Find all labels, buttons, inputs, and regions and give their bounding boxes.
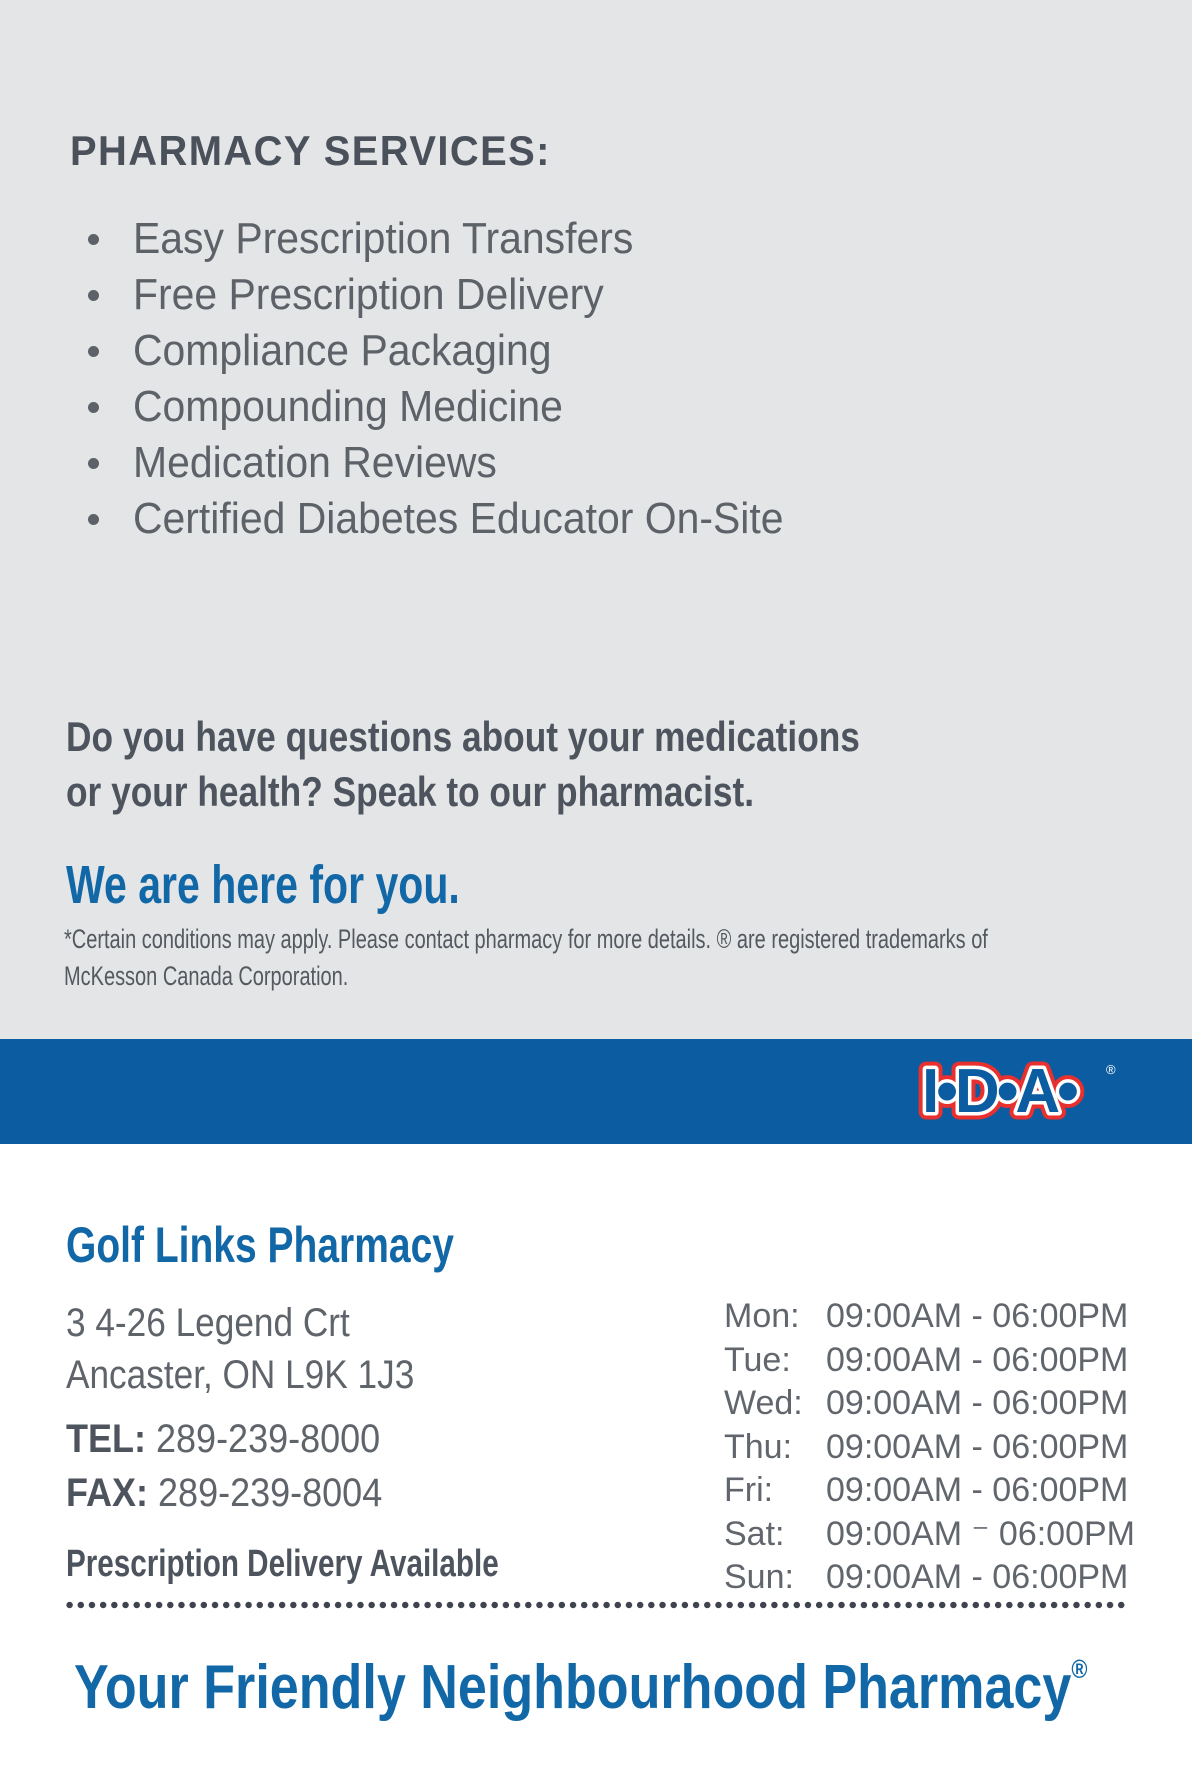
hours-row: Sat: 09:00AM ⁻ 06:00PM — [724, 1513, 1135, 1557]
phone-numbers: TEL: 289-239-8000 FAX: 289-239-8004 — [66, 1412, 417, 1520]
hours-day: Mon: — [724, 1297, 800, 1336]
service-item-label: Easy Prescription Transfers — [133, 214, 634, 263]
service-item-label: Certified Diabetes Educator On-Site — [133, 494, 784, 543]
pharmacy-address: 3 4-26 Legend Crt Ancaster, ON L9K 1J3 — [66, 1297, 462, 1401]
ida-logo-outline: I•D•A• — [922, 1057, 1077, 1126]
list-item: Easy Prescription Transfers — [88, 211, 832, 267]
hours-row: Tue: 09:00AM - 06:00PM — [724, 1339, 1135, 1383]
services-heading-text: PHARMACY SERVICES: — [70, 127, 551, 174]
hours-time: 09:00AM - 06:00PM — [826, 1471, 1129, 1510]
bullet-icon — [88, 345, 99, 357]
hours-time: 09:00AM - 06:00PM — [826, 1340, 1129, 1379]
store-hours: Mon: 09:00AM - 06:00PM Tue: 09:00AM - 06… — [724, 1295, 1135, 1600]
fax-line: FAX: 289-239-8004 — [66, 1466, 382, 1520]
hours-day: Tue: — [724, 1340, 791, 1379]
service-item-label: Compliance Packaging — [133, 326, 552, 375]
list-item: Certified Diabetes Educator On-Site — [88, 491, 832, 547]
hours-time: 09:00AM - 06:00PM — [826, 1297, 1129, 1336]
list-item: Compliance Packaging — [88, 323, 832, 379]
list-item: Medication Reviews — [88, 435, 832, 491]
tel-number: 289-239-8000 — [156, 1417, 381, 1461]
bullet-icon — [88, 289, 99, 301]
hours-row: Fri: 09:00AM - 06:00PM — [724, 1469, 1135, 1513]
services-list: Easy Prescription Transfers Free Prescri… — [88, 211, 832, 547]
ida-registered-mark: ® — [1106, 1062, 1116, 1077]
footer-tagline: Your Friendly Neighbourhood Pharmacy® — [74, 1653, 1192, 1730]
bullet-icon — [88, 233, 99, 245]
footer-tagline-text: Your Friendly Neighbourhood Pharmacy® — [74, 1653, 1088, 1722]
hours-time: 09:00AM - 06:00PM — [826, 1384, 1129, 1423]
hours-time: 09:00AM - 06:00PM — [826, 1558, 1129, 1597]
hours-row: Wed: 09:00AM - 06:00PM — [724, 1382, 1135, 1426]
list-item: Compounding Medicine — [88, 379, 832, 435]
bullet-icon — [88, 513, 99, 525]
hours-time: 09:00AM ⁻ 06:00PM — [826, 1515, 1136, 1554]
registered-mark: ® — [1071, 1654, 1088, 1684]
service-item-label: Free Prescription Delivery — [133, 270, 604, 319]
pharmacy-name: Golf Links Pharmacy — [66, 1217, 454, 1273]
services-heading: PHARMACY SERVICES: — [70, 130, 576, 172]
disclaimer-text: *Certain conditions may apply. Please co… — [64, 921, 1192, 995]
ida-logo-letters: I•D•A• — [922, 1057, 1077, 1126]
bullet-icon — [88, 401, 99, 413]
address-line1: 3 4-26 Legend Crt — [66, 1301, 350, 1345]
services-section-background — [0, 0, 1192, 1039]
questions-text: Do you have questions about your medicat… — [66, 709, 1011, 819]
hours-day: Sun: — [724, 1558, 794, 1597]
ida-logo: I•D•A• I•D•A• ® — [918, 1056, 1116, 1128]
hours-time: 09:00AM - 06:00PM — [826, 1427, 1129, 1466]
fax-number: 289-239-8004 — [158, 1471, 383, 1515]
list-item: Free Prescription Delivery — [88, 267, 832, 323]
questions-line1: Do you have questions about your medicat… — [66, 713, 860, 760]
dotted-divider — [64, 1601, 1127, 1609]
hours-day: Sat: — [724, 1514, 785, 1553]
bullet-icon — [88, 457, 99, 469]
disclaimer-line2: McKesson Canada Corporation. — [64, 961, 349, 991]
support-tagline: We are here for you. — [66, 855, 460, 915]
fax-label: FAX: — [66, 1471, 149, 1515]
hours-day: Fri: — [724, 1471, 774, 1510]
address-line2: Ancaster, ON L9K 1J3 — [66, 1353, 415, 1397]
hours-day: Thu: — [724, 1427, 793, 1466]
hours-row: Sun: 09:00AM - 06:00PM — [724, 1556, 1135, 1600]
delivery-note: Prescription Delivery Available — [66, 1543, 499, 1585]
disclaimer-line1: *Certain conditions may apply. Please co… — [64, 924, 988, 954]
tel-label: TEL: — [66, 1417, 146, 1461]
hours-row: Thu: 09:00AM - 06:00PM — [724, 1426, 1135, 1470]
hours-row: Mon: 09:00AM - 06:00PM — [724, 1295, 1135, 1339]
service-item-label: Medication Reviews — [133, 438, 497, 487]
brand-blue-band — [0, 1039, 1192, 1144]
service-item-label: Compounding Medicine — [133, 382, 563, 431]
hours-day: Wed: — [724, 1384, 803, 1423]
tel-line: TEL: 289-239-8000 — [66, 1412, 380, 1466]
questions-line2: or your health? Speak to our pharmacist. — [66, 768, 755, 815]
